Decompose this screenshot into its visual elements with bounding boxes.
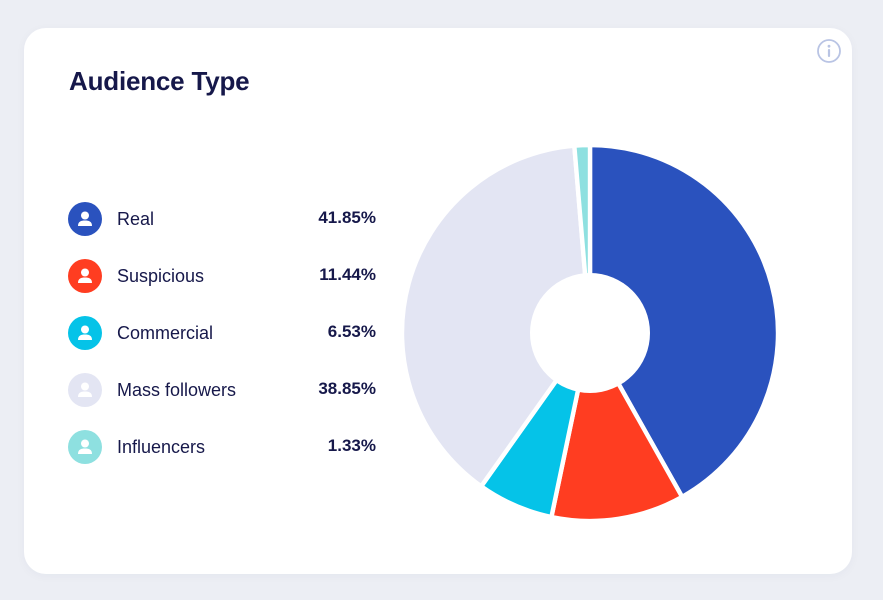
- card-title: Audience Type: [69, 66, 250, 96]
- legend-item-real: Real 41.85%: [68, 202, 378, 259]
- user-icon: [68, 373, 102, 407]
- user-glyph: [78, 268, 92, 283]
- legend-item-mass-followers: Mass followers 38.85%: [68, 373, 378, 430]
- legend-item-commercial: Commercial 6.53%: [68, 316, 378, 373]
- user-icon: [68, 202, 102, 236]
- pie-slice-real[interactable]: [587, 143, 780, 500]
- user-icon: [68, 430, 102, 464]
- donut-chart: [400, 143, 780, 523]
- legend-label: Commercial: [117, 323, 214, 343]
- info-icon[interactable]: [816, 38, 842, 64]
- user-glyph: [78, 439, 92, 454]
- legend-item-suspicious: Suspicious 11.44%: [68, 259, 378, 316]
- legend-value: 41.85%: [318, 208, 376, 227]
- user-glyph: [78, 211, 92, 226]
- pie-slice-mass-followers[interactable]: [400, 143, 593, 489]
- user-glyph: [78, 325, 92, 340]
- user-icon: [68, 316, 102, 350]
- legend-item-influencers: Influencers 1.33%: [68, 430, 378, 487]
- legend-value: 6.53%: [327, 322, 376, 341]
- legend-value: 1.33%: [327, 436, 376, 455]
- legend-value: 38.85%: [318, 379, 376, 398]
- user-glyph: [78, 382, 92, 397]
- legend-value: 11.44%: [319, 265, 376, 284]
- legend-label: Influencers: [117, 437, 206, 457]
- legend-label: Mass followers: [117, 380, 237, 400]
- user-icon: [68, 259, 102, 293]
- legend-label: Real: [117, 209, 155, 229]
- chart-legend: Real 41.85% Suspicious 11.44% Commercial…: [68, 202, 378, 487]
- donut-hole: [530, 273, 650, 393]
- legend-label: Suspicious: [117, 266, 205, 286]
- audience-type-card: Audience Type Real 41.85% Suspicious 11.…: [24, 28, 852, 574]
